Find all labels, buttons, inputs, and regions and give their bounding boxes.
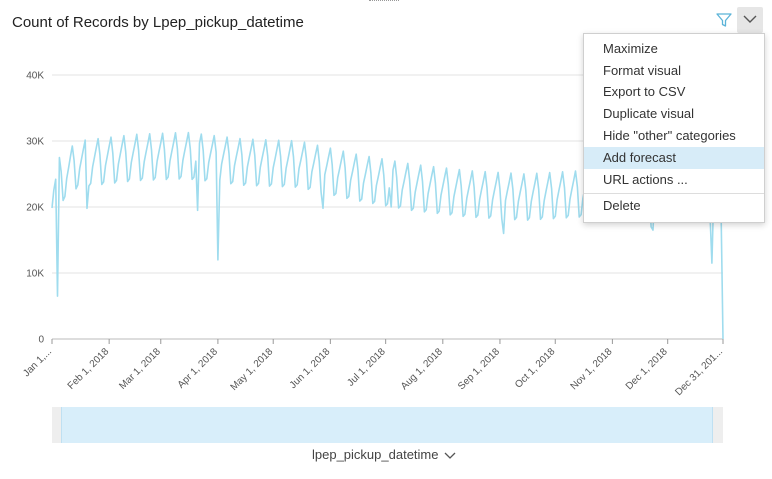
y-tick-label: 30K — [26, 137, 44, 148]
visual-menu-button[interactable] — [737, 7, 763, 33]
menu-item-duplicate-visual[interactable]: Duplicate visual — [603, 106, 695, 121]
menu-item-maximize[interactable]: Maximize — [603, 41, 658, 56]
filter-icon[interactable] — [715, 11, 733, 29]
x-tick-label: Mar 1, 2018 — [117, 346, 163, 392]
x-axis-field-label: lpep_pickup_datetime — [312, 447, 439, 462]
menu-item-format-visual[interactable]: Format visual — [603, 63, 682, 78]
x-tick-label: Aug 1, 2018 — [399, 346, 445, 392]
menu-item-delete[interactable]: Delete — [603, 198, 641, 213]
menu-item-hide-other-categories[interactable]: Hide "other" categories — [603, 128, 736, 143]
x-tick-label: Apr 1, 2018 — [176, 346, 221, 391]
drag-handle[interactable] — [369, 0, 399, 4]
x-tick-label: May 1, 2018 — [229, 346, 276, 393]
x-tick-label: Nov 1, 2018 — [569, 346, 615, 392]
x-axis-field-well[interactable]: lpep_pickup_datetime — [312, 447, 456, 462]
chevron-down-icon — [445, 452, 456, 459]
x-tick-label: Sep 1, 2018 — [456, 346, 502, 392]
chevron-down-icon — [743, 15, 757, 23]
x-tick-label: Jul 1, 2018 — [345, 346, 388, 389]
line-chart[interactable]: 0 10K 20K 30K 40K Jan 1,... Feb 1, 2018 Mar 1, … — [0, 0, 772, 400]
x-tick-label: Jan 1,... — [21, 346, 54, 379]
y-tick-label: 0 — [38, 335, 44, 346]
y-tick-label: 40K — [26, 71, 44, 82]
menu-item-add-forecast[interactable]: Add forecast — [584, 147, 764, 169]
visual-title: Count of Records by Lpep_pickup_datetime — [12, 14, 304, 31]
x-tick-label: Jun 1, 2018 — [288, 346, 333, 391]
scroll-thumb[interactable] — [61, 407, 713, 443]
menu-item-url-actions[interactable]: URL actions ... — [603, 172, 688, 187]
menu-item-export-csv[interactable]: Export to CSV — [603, 84, 686, 99]
menu-separator — [584, 193, 764, 194]
x-tick-label: Oct 1, 2018 — [513, 346, 558, 391]
y-tick-label: 20K — [26, 203, 44, 214]
y-tick-label: 10K — [26, 269, 44, 280]
x-tick-label: Dec 1, 2018 — [624, 346, 670, 392]
visual-menu: Maximize Format visual Export to CSV Dup… — [583, 33, 765, 223]
x-tick-label: Feb 1, 2018 — [66, 346, 112, 392]
x-tick-label: Dec 31, 201... — [673, 346, 725, 398]
